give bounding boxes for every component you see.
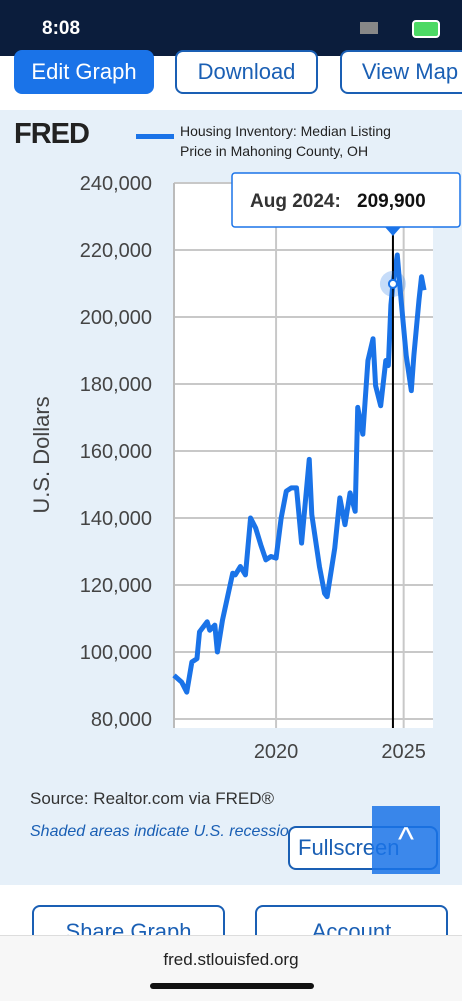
- x-tick-label: 2020: [254, 741, 299, 763]
- url: fred.stlouisfed.org: [163, 950, 299, 969]
- y-tick-label: 80,000: [91, 709, 152, 731]
- edit-graph-button[interactable]: Edit Graph: [14, 50, 154, 94]
- y-tick-label: 180,000: [80, 374, 152, 396]
- source-note: Source: Realtor.com via FRED®: [30, 789, 274, 808]
- y-tick-label: 240,000: [80, 173, 152, 195]
- address-bar: fred.stlouisfed.org: [0, 935, 462, 1001]
- view-map-button[interactable]: View Map: [340, 50, 462, 94]
- legend-label: Housing Inventory: Median Listing Price …: [180, 123, 391, 159]
- series-line: [172, 252, 427, 695]
- tooltip-box: [231, 172, 461, 228]
- y-tick-label: 220,000: [80, 240, 152, 262]
- tooltip-pointer: [384, 227, 401, 236]
- fred-logo: FRED: [14, 118, 90, 150]
- x-tick-label: 2025: [381, 741, 426, 763]
- tooltip-value: 209,900: [357, 191, 426, 212]
- battery: [412, 20, 440, 38]
- hover-point: [387, 278, 398, 289]
- tooltip-date: Aug 2024:: [250, 191, 341, 212]
- y-tick-label: 140,000: [80, 508, 152, 530]
- shaded-note: Shaded areas indicate U.S. recessions: [30, 823, 306, 840]
- y-axis-label: U.S. Dollars: [29, 396, 54, 513]
- y-tick-label: 100,000: [80, 642, 152, 664]
- status-bar: 8:08: [0, 0, 462, 56]
- y-tick-label: 120,000: [80, 575, 152, 597]
- download-button[interactable]: Download: [175, 50, 318, 94]
- y-tick-label: 160,000: [80, 441, 152, 463]
- time: 8:08: [42, 18, 81, 39]
- home-indicator: [150, 983, 314, 989]
- y-tick-label: 200,000: [80, 307, 152, 329]
- signal: [360, 22, 378, 34]
- scroll-top-button[interactable]: ^: [372, 806, 440, 874]
- legend-swatch: [136, 134, 174, 139]
